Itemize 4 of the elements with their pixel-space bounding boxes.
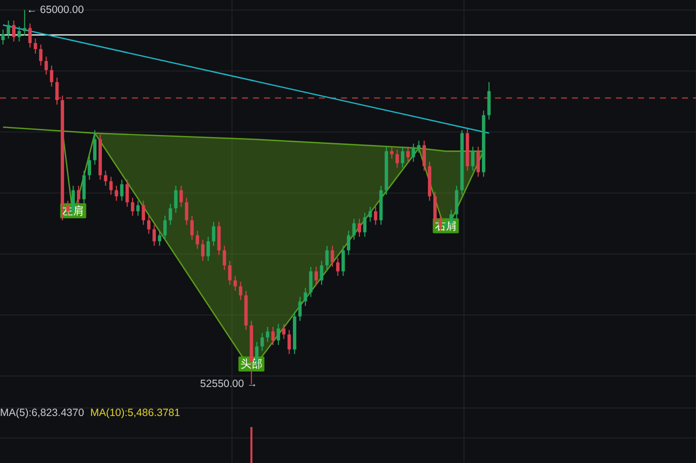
annotation: ← 65000.00 [26,4,84,16]
annotation: 52550.00 → [200,378,258,390]
text: MA(10):5,486.3781 [90,407,180,419]
text: MA(5):6,823.4370 [0,407,84,419]
